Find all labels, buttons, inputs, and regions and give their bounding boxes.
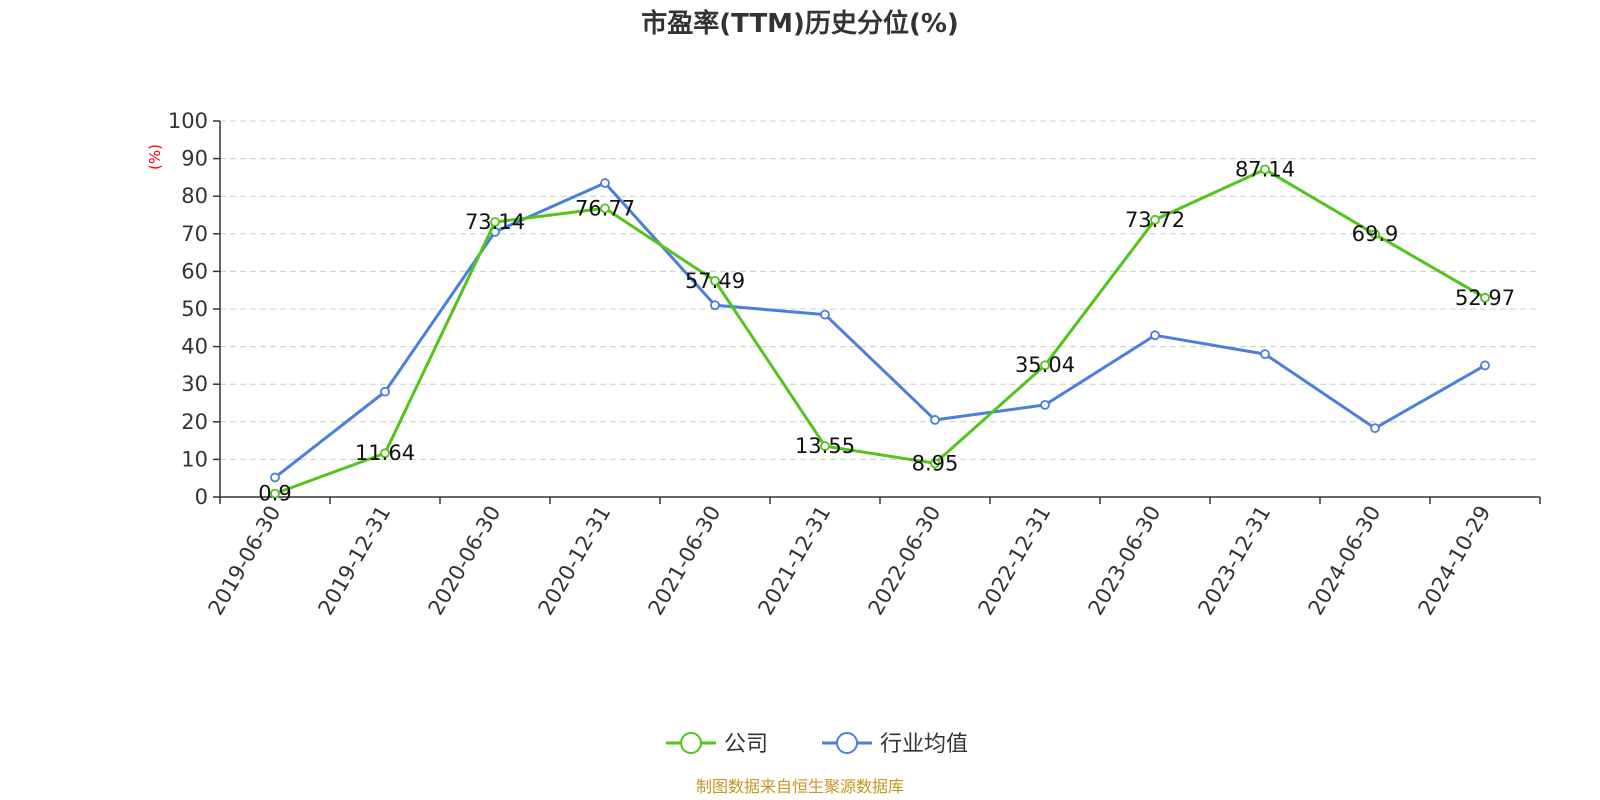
x-tick-label-3: 2020-12-31 xyxy=(534,502,616,620)
series-1-point-3[interactable] xyxy=(600,178,610,188)
series-1-point-10[interactable] xyxy=(1370,423,1380,434)
data-labels: 0.9 11.64 73.14 76.77 57.49 13.55 8.95 35.04 73.… xyxy=(258,157,1515,505)
y-tick-label-6: 60 xyxy=(181,259,208,283)
data-label-10: 69.9 xyxy=(1352,222,1399,246)
y-tick-label-8: 80 xyxy=(181,184,208,208)
legend-marker-1 xyxy=(836,732,858,754)
legend[interactable]: 公司 行业均值 xyxy=(666,732,968,757)
x-tick-label-5: 2021-12-31 xyxy=(754,502,836,620)
series-1-point-5[interactable] xyxy=(820,309,830,320)
y-tick-label-2: 20 xyxy=(181,410,208,434)
x-axis-ticks: 2019-06-30 2019-12-31 2020-06-30 2020-12-31… xyxy=(204,497,1541,620)
series-1-point-4[interactable] xyxy=(710,300,720,311)
x-tick-label-6: 2022-06-30 xyxy=(864,502,946,620)
series-1-point-9[interactable] xyxy=(1260,349,1270,360)
data-label-6: 8.95 xyxy=(912,451,959,475)
series-0-point-6[interactable] xyxy=(930,458,940,469)
series-0-point-5[interactable] xyxy=(820,441,830,451)
legend-item-0[interactable]: 公司 xyxy=(666,732,768,757)
y-tick-label-3: 30 xyxy=(181,372,208,396)
series-0-point-0[interactable] xyxy=(270,488,280,499)
data-label-7: 35.04 xyxy=(1015,353,1075,377)
source-note: 制图数据来自恒生聚源数据库 xyxy=(696,777,904,796)
series-1-point-1[interactable] xyxy=(380,386,390,397)
data-label-4: 57.49 xyxy=(685,269,745,293)
data-label-5: 13.55 xyxy=(795,434,855,458)
series-1-point-8[interactable] xyxy=(1150,330,1160,341)
series-1-point-6[interactable] xyxy=(930,415,940,425)
legend-label-0: 公司 xyxy=(724,732,768,757)
y-tick-label-5: 50 xyxy=(181,297,208,321)
data-label-1: 11.64 xyxy=(355,441,415,465)
x-tick-label-11: 2024-10-29 xyxy=(1414,502,1496,620)
y-axis-label: (%) xyxy=(146,144,164,170)
series-0-point-9[interactable] xyxy=(1260,164,1270,175)
y-axis-ticks: 0 10 20 30 40 50 60 70 80 90 100 xyxy=(168,109,220,509)
series-0-point-8[interactable] xyxy=(1150,214,1160,225)
y-tick-label-7: 70 xyxy=(181,222,208,246)
y-tick-label-10: 100 xyxy=(168,109,208,133)
x-tick-label-9: 2023-12-31 xyxy=(1194,502,1276,620)
x-tick-label-2: 2020-06-30 xyxy=(424,502,506,620)
legend-label-1: 行业均值 xyxy=(880,732,968,757)
series-0-point-10[interactable] xyxy=(1370,229,1380,240)
series-0-point-3[interactable] xyxy=(600,203,610,214)
x-tick-label-4: 2021-06-30 xyxy=(644,502,726,620)
series-0-point-11[interactable] xyxy=(1480,292,1490,303)
data-label-8: 73.72 xyxy=(1125,208,1185,232)
data-label-0: 0.9 xyxy=(258,482,291,506)
series-line-1 xyxy=(274,181,1486,479)
x-tick-label-10: 2024-06-30 xyxy=(1304,502,1386,620)
series-line-0 xyxy=(274,167,1486,496)
data-label-9: 87.14 xyxy=(1235,157,1295,181)
series-1-point-11[interactable] xyxy=(1480,360,1490,371)
x-tick-label-1: 2019-12-31 xyxy=(314,502,396,620)
series-0-point-2[interactable] xyxy=(490,217,500,227)
legend-marker-0 xyxy=(680,732,702,754)
series-1-point-7[interactable] xyxy=(1040,399,1050,410)
y-tick-label-4: 40 xyxy=(181,335,208,359)
x-tick-label-7: 2022-12-31 xyxy=(974,502,1056,620)
data-label-3: 76.77 xyxy=(575,196,635,220)
y-tick-label-0: 0 xyxy=(195,485,208,509)
series-layer xyxy=(270,164,1490,499)
series-1-point-0[interactable] xyxy=(270,472,280,483)
grid-lines xyxy=(220,120,1540,460)
y-tick-label-9: 90 xyxy=(181,147,208,171)
series-0-point-1[interactable] xyxy=(380,448,390,459)
data-label-2: 73.14 xyxy=(465,210,525,234)
x-tick-label-8: 2023-06-30 xyxy=(1084,502,1166,620)
x-tick-label-0: 2019-06-30 xyxy=(204,502,286,620)
series-0-point-4[interactable] xyxy=(710,275,720,286)
data-label-11: 52.97 xyxy=(1455,286,1515,310)
y-tick-label-1: 10 xyxy=(181,447,208,471)
series-0-point-7[interactable] xyxy=(1040,360,1050,371)
chart-title: 市盈率(TTM)历史分位(%) xyxy=(641,8,959,39)
legend-item-1[interactable]: 行业均值 xyxy=(822,732,968,757)
